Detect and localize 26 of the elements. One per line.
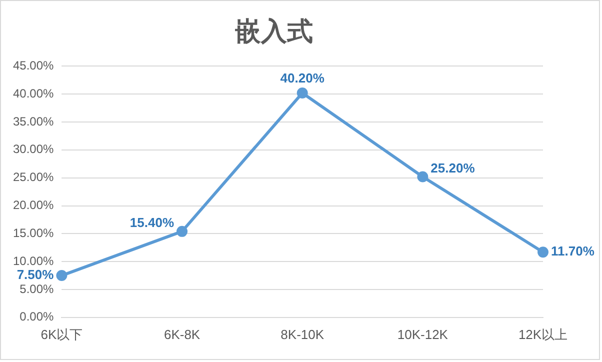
y-tick-label: 0.00% [20,310,54,324]
y-tick-label: 40.00% [12,86,54,100]
y-tick-label: 15.00% [12,226,54,240]
point [538,246,548,258]
x-tick-label: 8K-10K [280,326,324,342]
y-tick-label: 30.00% [12,142,54,156]
data-label: 7.50% [16,267,54,282]
data-label: 40.20% [280,70,325,86]
data-label: 25.20% [430,160,476,176]
x-tick-label: 6K-8K [164,326,200,342]
data-label: 11.70% [551,244,595,259]
x-tick-label: 12K以上 [518,326,568,342]
point [56,270,68,282]
y-tick-label: 10.00% [12,254,54,268]
y-tick-label: 45.00% [12,58,54,73]
x-tick-label: 6K以下 [40,326,83,342]
point [296,87,308,98]
y-tick-label: 25.00% [12,170,54,184]
y-tick-label: 35.00% [12,114,54,128]
y-tick-label: 5.00% [20,282,54,296]
point [417,171,428,182]
data-label: 15.40% [130,215,174,230]
y-tick-label: 20.00% [12,198,54,212]
chart-title: 嵌入式 [234,16,313,46]
point [176,226,188,237]
x-tick-label: 10K-12K [397,326,448,342]
